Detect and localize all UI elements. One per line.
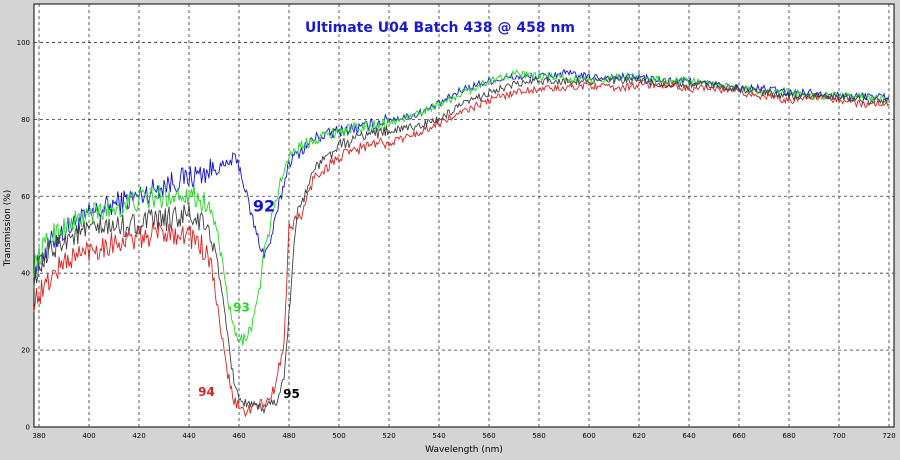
x-tick-label: 540	[432, 432, 445, 440]
plot-area	[33, 3, 895, 428]
x-tick-label: 480	[282, 432, 295, 440]
y-tick-label: 40	[21, 270, 30, 278]
x-tick-label: 720	[882, 432, 895, 440]
x-tick-label: 560	[482, 432, 495, 440]
series-line-95	[33, 75, 890, 415]
x-tick-label: 580	[532, 432, 545, 440]
x-tick-label: 420	[132, 432, 145, 440]
x-tick-label: 640	[682, 432, 695, 440]
x-tick-label: 440	[182, 432, 195, 440]
y-axis-label: Transmission (%)	[3, 190, 13, 268]
x-axis-label: Wavelength (nm)	[425, 445, 503, 455]
y-tick-label: 80	[21, 116, 30, 124]
x-tick-label: 660	[732, 432, 745, 440]
y-tick-label: 0	[26, 424, 30, 432]
x-tick-label: 460	[232, 432, 245, 440]
x-tick-label: 500	[332, 432, 345, 440]
x-tick-label: 600	[582, 432, 595, 440]
series-line-93	[33, 68, 890, 346]
x-tick-label: 400	[82, 432, 95, 440]
y-tick-label: 20	[21, 347, 30, 355]
series-label-92: 92	[253, 197, 275, 216]
series-line-94	[33, 79, 890, 418]
series-label-94: 94	[198, 385, 215, 399]
x-tick-label: 680	[782, 432, 795, 440]
y-tick-label: 60	[21, 193, 30, 201]
chart-title: Ultimate U04 Batch 438 @ 458 nm	[305, 20, 575, 36]
x-tick-label: 380	[32, 432, 45, 440]
x-tick-label: 620	[632, 432, 645, 440]
x-tick-label: 700	[832, 432, 845, 440]
x-tick-label: 520	[382, 432, 395, 440]
series-label-93: 93	[233, 301, 250, 315]
y-tick-label: 100	[17, 39, 30, 47]
series-label-95: 95	[283, 387, 300, 401]
